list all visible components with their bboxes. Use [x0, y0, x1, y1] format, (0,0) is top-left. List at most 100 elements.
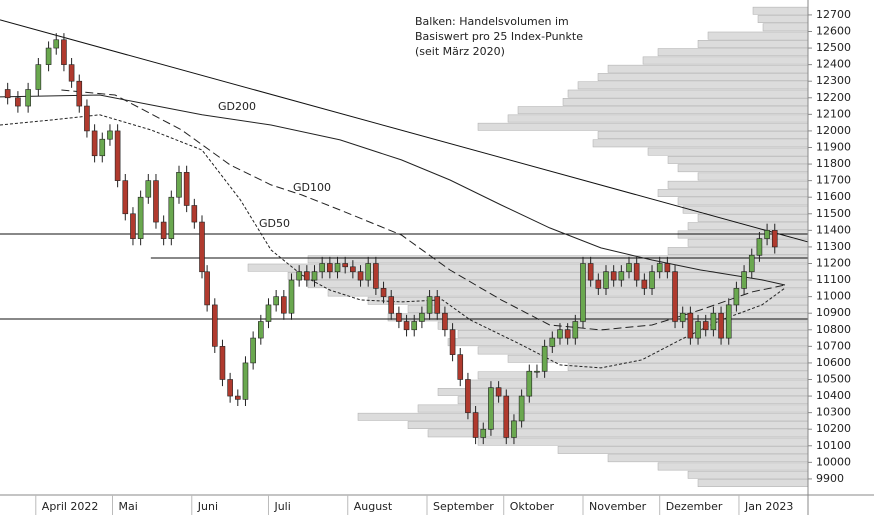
y-tick-label: 9900 [816, 472, 844, 485]
y-tick-label: 12600 [816, 24, 851, 37]
candle-body [281, 296, 287, 314]
volume-bar [597, 73, 809, 81]
y-tick-label: 10800 [816, 323, 851, 336]
candle-body [764, 230, 770, 239]
candle-body [114, 130, 121, 181]
candle-body [511, 420, 517, 438]
candle-body [199, 221, 205, 273]
candle-body [472, 412, 479, 438]
x-tick-label: Juni [197, 500, 218, 513]
volume-bar [677, 197, 809, 206]
candle-body [549, 337, 556, 347]
candle-body [626, 263, 632, 273]
candle-body [572, 321, 579, 339]
y-tick-label: 10100 [816, 439, 851, 452]
candle-body [587, 263, 594, 281]
volume-bar [477, 122, 809, 131]
candle-body [334, 263, 341, 273]
x-tick-label: Jan 2023 [744, 500, 793, 513]
candle-body [168, 196, 175, 239]
volume-bar [677, 164, 809, 173]
candle-body [580, 263, 586, 322]
candle-body [373, 263, 379, 289]
volume-bar [642, 56, 809, 65]
volume-bar [752, 6, 809, 15]
candle-body [641, 279, 648, 289]
volume-bar [477, 346, 809, 355]
y-tick-label: 12500 [816, 41, 851, 54]
volume-bar [697, 479, 809, 487]
volume-bar [667, 247, 809, 255]
candle-body [122, 180, 129, 215]
volume-bar [697, 214, 809, 222]
candle-body [595, 279, 602, 289]
candle-body [311, 271, 318, 281]
volume-bar [607, 64, 809, 73]
candle-body [442, 312, 448, 331]
y-tick-label: 12700 [816, 8, 851, 21]
candle-body [365, 263, 372, 281]
candle-body [357, 271, 364, 281]
candle-body [191, 205, 198, 223]
x-tick-label: Oktober [510, 500, 555, 513]
volume-bar [517, 106, 809, 115]
candle-body [411, 321, 418, 331]
annotation: (seit März 2020) [415, 45, 505, 58]
candle-body [488, 387, 494, 430]
candle-body [557, 329, 563, 339]
candle-body [342, 263, 348, 268]
candle-body [265, 304, 272, 322]
candle-body [15, 97, 21, 107]
y-tick-label: 11300 [816, 240, 851, 253]
candle-body [518, 395, 525, 422]
candle-body [242, 362, 249, 400]
candle-body [403, 321, 410, 331]
candle-body [250, 337, 256, 364]
volume-bar [597, 131, 809, 139]
y-tick-label: 12300 [816, 74, 851, 87]
y-tick-label: 11100 [816, 273, 851, 286]
candle-body [672, 271, 678, 322]
volume-bar [647, 147, 809, 156]
candle-body [319, 263, 325, 273]
y-tick-label: 11700 [816, 174, 851, 187]
volume-bar [667, 156, 809, 164]
candle-body [534, 370, 540, 373]
y-tick-label: 10200 [816, 422, 851, 435]
candle-body [288, 279, 295, 314]
volume-bar [457, 396, 809, 405]
candle-body [465, 379, 471, 413]
volume-bar [407, 305, 809, 313]
candle-body [160, 221, 167, 239]
candle-body [107, 130, 113, 140]
x-tick-label: September [433, 500, 494, 513]
candle-body [718, 312, 724, 339]
volume-bar [687, 238, 809, 247]
candle-body [4, 89, 11, 99]
candle-body [687, 312, 694, 339]
y-tick-label: 12000 [816, 124, 851, 137]
candle-body [388, 296, 395, 314]
candle-body [350, 266, 356, 273]
volume-bar [687, 222, 809, 231]
candle-body [84, 105, 90, 132]
y-tick-label: 12100 [816, 107, 851, 120]
y-tick-label: 11800 [816, 157, 851, 170]
candle-body [153, 180, 159, 223]
moving-average [0, 94, 786, 286]
volume-bar [417, 404, 809, 413]
volume-bar [562, 98, 809, 106]
candle-body [679, 312, 686, 322]
volume-bar [592, 139, 809, 148]
trend-line [0, 19, 809, 243]
candle-body [234, 395, 241, 400]
candle-body [541, 346, 548, 372]
volume-bar [557, 446, 809, 454]
candle-body [273, 296, 279, 306]
candle-body [649, 271, 655, 289]
volume-bar [567, 363, 809, 371]
candle-body [204, 271, 210, 306]
volume-bar [687, 470, 809, 479]
y-tick-label: 12200 [816, 91, 851, 104]
